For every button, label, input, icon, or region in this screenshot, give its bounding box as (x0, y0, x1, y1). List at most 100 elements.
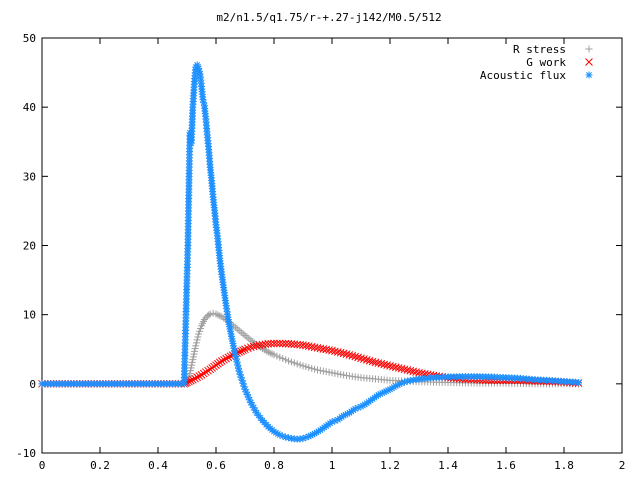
data-point (319, 367, 327, 375)
data-point (214, 311, 222, 319)
plot-frame (41, 37, 623, 454)
data-point (239, 330, 247, 338)
data-point (328, 369, 336, 377)
data-point (325, 346, 333, 354)
data-point (360, 355, 368, 363)
data-point (279, 355, 287, 363)
data-point (187, 376, 195, 385)
data-point (354, 353, 362, 362)
data-point (195, 372, 204, 380)
data-point (293, 360, 301, 368)
data-point (311, 365, 319, 373)
y-tick-label: -10 (16, 447, 36, 460)
data-point (188, 375, 197, 384)
data-point (314, 366, 321, 374)
data-point (316, 367, 324, 375)
data-point (406, 366, 415, 375)
data-point (397, 364, 406, 373)
data-point (276, 353, 284, 361)
data-point (220, 355, 228, 364)
data-point (241, 345, 249, 354)
data-point (201, 368, 210, 376)
data-point (336, 348, 345, 357)
x-tick-label: 1 (329, 459, 336, 472)
data-point (331, 369, 339, 377)
data-point (348, 351, 357, 360)
axis-ticks (41, 37, 623, 454)
legend-marker (585, 45, 593, 53)
data-point (194, 333, 202, 341)
data-point (237, 347, 245, 355)
y-tick-label: 20 (23, 240, 36, 253)
data-point (191, 374, 199, 383)
data-point (322, 368, 330, 376)
legend-marker (585, 71, 593, 79)
x-tick-label: 0.8 (264, 459, 284, 472)
data-point (334, 370, 342, 378)
data-point (241, 331, 249, 339)
data-point (365, 356, 374, 365)
data-point (250, 404, 258, 412)
data-point (275, 339, 284, 348)
data-point (235, 327, 243, 335)
data-point (299, 362, 307, 370)
data-point (400, 365, 409, 374)
data-point (193, 373, 202, 382)
data-point (246, 343, 255, 352)
data-point (368, 357, 377, 366)
data-point (282, 356, 290, 364)
data-point (264, 339, 273, 348)
data-point (331, 347, 339, 356)
data-point (305, 364, 313, 372)
x-tick-label: 2 (619, 459, 626, 472)
legend-label: G work (526, 56, 566, 69)
data-point (239, 346, 247, 355)
data-point (357, 354, 365, 363)
series-layer (38, 61, 583, 443)
data-point (371, 358, 380, 367)
data-point (209, 309, 217, 317)
data-point (328, 418, 336, 426)
data-point (412, 368, 420, 376)
data-point (224, 353, 233, 362)
data-point (278, 339, 287, 348)
data-point (204, 366, 212, 375)
data-point (342, 350, 351, 358)
data-point (270, 339, 278, 348)
data-point (199, 369, 208, 378)
data-point (308, 364, 316, 372)
data-point (380, 360, 389, 369)
legend-marker (585, 58, 593, 66)
data-point (244, 344, 252, 353)
data-point (409, 367, 418, 376)
data-point (345, 351, 354, 359)
data-point (386, 361, 394, 370)
data-point (287, 358, 295, 366)
legend-label: R stress (513, 43, 566, 56)
y-tick-label: 10 (23, 309, 36, 322)
x-tick-label: 1.2 (380, 459, 400, 472)
data-point (374, 359, 383, 367)
data-point (217, 357, 226, 365)
data-point (231, 323, 239, 331)
data-point (237, 328, 245, 336)
data-point (249, 342, 258, 351)
data-point (267, 339, 275, 348)
data-point (339, 349, 348, 358)
data-point (273, 339, 281, 348)
data-point (222, 354, 231, 363)
data-point (302, 363, 310, 371)
data-point (270, 351, 278, 359)
data-point (273, 352, 281, 360)
x-tick-label: 1.4 (438, 459, 458, 472)
x-tick-label: 1.8 (554, 459, 574, 472)
data-point (391, 363, 400, 372)
data-point (192, 339, 200, 347)
data-point (340, 371, 348, 379)
data-point (337, 370, 345, 378)
y-tick-label: 0 (29, 378, 36, 391)
legend-label: Acoustic flux (480, 69, 566, 82)
y-tick-label: 40 (23, 101, 36, 114)
